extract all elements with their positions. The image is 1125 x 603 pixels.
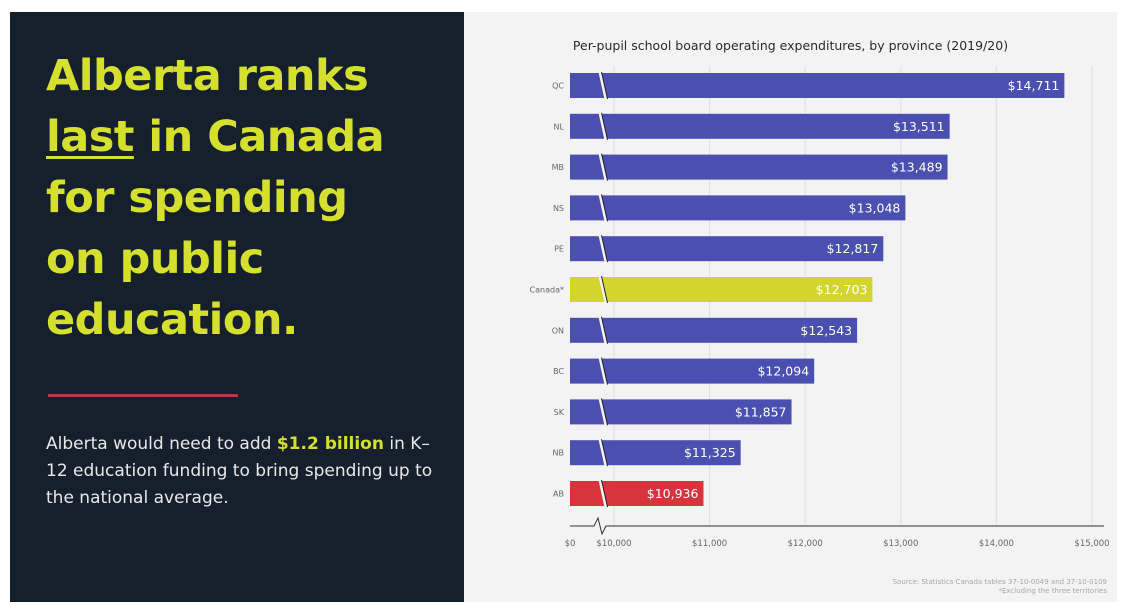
body-text-post: in K–12 education funding to bring spend… — [46, 434, 433, 508]
bar — [570, 277, 873, 302]
bar-value-label: $12,543 — [800, 323, 852, 338]
category-label: NB — [553, 449, 564, 458]
bar-break-mark — [601, 235, 608, 263]
headline-panel: Alberta ranks last in Canada for spendin… — [10, 12, 464, 602]
bar-break-mark — [598, 194, 608, 222]
bar-break-mark — [601, 316, 608, 344]
bar-value-label: $11,857 — [735, 404, 787, 419]
x-tick-label: $15,000 — [1074, 539, 1109, 549]
bar-break-mark — [601, 194, 608, 222]
bar-break-mark — [598, 234, 608, 263]
category-label: Canada* — [530, 286, 564, 295]
category-label: SK — [554, 408, 565, 417]
bar — [570, 358, 815, 384]
bar-break-mark — [598, 112, 608, 141]
bar — [570, 440, 741, 466]
chart-panel: Per-pupil school board operating expendi… — [464, 12, 1117, 602]
bar — [570, 317, 858, 343]
headline-line-2-rest: in Canada — [133, 112, 385, 162]
x-tick-label: $10,000 — [596, 539, 631, 549]
bar-break-mark — [601, 112, 608, 140]
bar-value-label: $13,489 — [891, 160, 943, 175]
x-tick-label: $12,000 — [788, 539, 823, 549]
bar — [570, 154, 948, 180]
bar-break-mark — [601, 357, 608, 385]
category-label: AB — [553, 490, 564, 499]
chart-title: Per-pupil school board operating expendi… — [572, 38, 1009, 53]
category-label: QC — [552, 82, 564, 91]
bar — [570, 399, 792, 425]
bar-value-label: $11,325 — [684, 445, 736, 460]
body-text-highlight: $1.2 billion — [276, 434, 384, 454]
divider-line — [48, 394, 238, 397]
body-text: Alberta would need to add $1.2 billion i… — [46, 431, 446, 512]
headline-line-3: for spending — [46, 173, 348, 223]
x-axis-line — [570, 516, 1104, 536]
bar-break-mark — [598, 357, 608, 385]
bar-value-label: $13,048 — [849, 200, 901, 215]
bar — [570, 113, 950, 139]
category-label: MB — [552, 163, 564, 172]
headline-line-5: education. — [46, 295, 298, 345]
bar-value-label: $14,711 — [1008, 78, 1060, 93]
category-label: ON — [552, 326, 564, 335]
bar-break-mark — [598, 153, 608, 181]
headline-line-1: Alberta ranks — [46, 51, 369, 101]
x-tick-label: $14,000 — [979, 539, 1014, 549]
bar-value-label: $12,703 — [816, 282, 868, 297]
bar-value-label: $13,511 — [893, 119, 945, 134]
bar-value-label: $12,094 — [757, 364, 809, 379]
body-text-pre: Alberta would need to add — [46, 434, 277, 454]
headline-line-2: last in Canada — [46, 107, 456, 168]
headline-emphasis-last: last — [46, 112, 134, 162]
bar-break-mark — [598, 398, 608, 426]
category-label: NS — [553, 204, 564, 213]
footnote-text: *Excluding the three territories — [998, 587, 1107, 595]
bar-break-mark — [601, 479, 608, 508]
bar-break-mark — [598, 275, 608, 304]
bar-value-label: $12,817 — [827, 241, 879, 256]
bar — [570, 195, 906, 221]
bar — [570, 73, 1065, 98]
source-text: Source: Statistics Canada tables 37-10-0… — [892, 578, 1107, 586]
bar-break-mark — [601, 153, 608, 181]
bar-break-mark — [598, 71, 608, 100]
bar-break-mark — [601, 275, 608, 304]
headline-line-4: on public — [46, 234, 264, 284]
infographic: Alberta ranks last in Canada for spendin… — [10, 12, 1117, 602]
x-tick-label: $11,000 — [692, 539, 727, 549]
bar-break-mark — [598, 438, 608, 467]
x-tick-label: $0 — [565, 539, 576, 549]
category-label: BC — [553, 367, 564, 376]
category-label: NL — [554, 122, 565, 131]
bar-break-mark — [598, 316, 608, 345]
headline: Alberta ranks last in Canada for spendin… — [46, 46, 456, 351]
bar-break-mark — [598, 479, 608, 508]
source-note: Source: Statistics Canada tables 37-10-0… — [893, 578, 1107, 596]
bar — [570, 236, 884, 262]
bar-break-mark — [601, 398, 608, 426]
bar-chart: $14,711 QC $13,511 NL $13,489 MB $13,048 NS $12,… — [530, 66, 1110, 549]
bar — [570, 481, 704, 506]
bar-value-label: $10,936 — [647, 486, 699, 501]
x-tick-label: $13,000 — [883, 539, 918, 549]
category-label: PE — [554, 245, 564, 254]
bar-break-mark — [601, 439, 608, 467]
bar-break-mark — [601, 71, 608, 100]
